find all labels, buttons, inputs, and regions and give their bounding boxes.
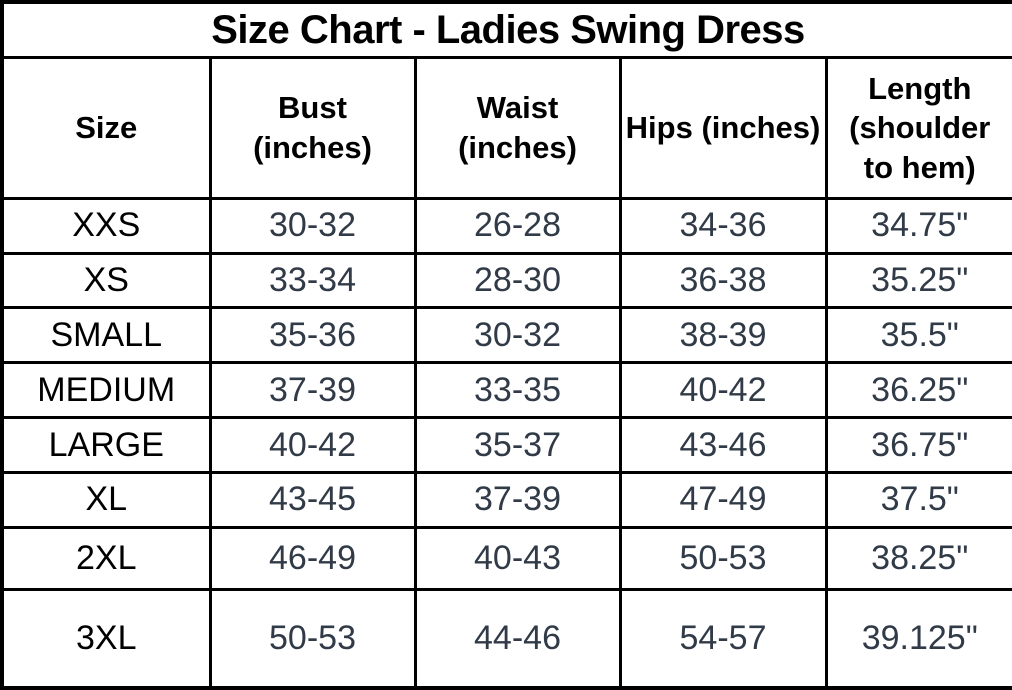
bust-cell: 30-32 (208, 196, 417, 255)
table-row-xl: XL 43-45 37-39 47-49 37.5" (0, 471, 1012, 529)
bust-cell: 40-42 (208, 416, 417, 474)
waist-cell: 26-28 (413, 196, 622, 255)
size-cell: XXS (0, 196, 212, 255)
size-cell: XL (0, 471, 212, 529)
hips-cell: 43-46 (618, 416, 828, 474)
waist-cell: 44-46 (413, 587, 622, 690)
hips-cell: 54-57 (618, 587, 828, 690)
table-row-2xl: 2XL 46-49 40-43 50-53 38.25" (0, 525, 1012, 591)
header-hips: Hips (inches) (618, 56, 828, 200)
length-cell: 39.125" (824, 587, 1012, 690)
bust-cell: 37-39 (208, 361, 417, 420)
header-length: Length (shoulder to hem) (824, 56, 1012, 200)
header-row: Size Bust (inches) Waist (inches) Hips (… (0, 56, 1012, 200)
table-row-xxs: XXS 30-32 26-28 34-36 34.75" (0, 196, 1012, 255)
hips-cell: 34-36 (618, 196, 828, 255)
waist-cell: 28-30 (413, 251, 622, 310)
header-waist: Waist (inches) (413, 56, 622, 200)
waist-cell: 37-39 (413, 471, 622, 529)
hips-cell: 50-53 (618, 525, 828, 591)
title-row: Size Chart - Ladies Swing Dress (0, 0, 1012, 60)
bust-cell: 43-45 (208, 471, 417, 529)
table-row-small: SMALL 35-36 30-32 38-39 35.5" (0, 306, 1012, 365)
bust-cell: 50-53 (208, 587, 417, 690)
table-row-medium: MEDIUM 37-39 33-35 40-42 36.25" (0, 361, 1012, 420)
hips-cell: 36-38 (618, 251, 828, 310)
size-cell: XS (0, 251, 212, 310)
bust-cell: 33-34 (208, 251, 417, 310)
header-bust: Bust (inches) (208, 56, 417, 200)
length-cell: 36.25" (824, 361, 1012, 420)
hips-cell: 38-39 (618, 306, 828, 365)
length-cell: 36.75" (824, 416, 1012, 474)
table-row-xs: XS 33-34 28-30 36-38 35.25" (0, 251, 1012, 310)
table-row-3xl: 3XL 50-53 44-46 54-57 39.125" (0, 587, 1012, 690)
size-cell: LARGE (0, 416, 212, 474)
length-cell: 35.25" (824, 251, 1012, 310)
bust-cell: 46-49 (208, 525, 417, 591)
hips-cell: 47-49 (618, 471, 828, 529)
length-cell: 35.5" (824, 306, 1012, 365)
size-cell: 2XL (0, 525, 212, 591)
size-cell: SMALL (0, 306, 212, 365)
length-cell: 34.75" (824, 196, 1012, 255)
size-cell: 3XL (0, 587, 212, 690)
table-row-large: LARGE 40-42 35-37 43-46 36.75" (0, 416, 1012, 474)
bust-cell: 35-36 (208, 306, 417, 365)
page-title: Size Chart - Ladies Swing Dress (0, 0, 1012, 60)
waist-cell: 30-32 (413, 306, 622, 365)
waist-cell: 33-35 (413, 361, 622, 420)
waist-cell: 40-43 (413, 525, 622, 591)
length-cell: 37.5" (824, 471, 1012, 529)
waist-cell: 35-37 (413, 416, 622, 474)
hips-cell: 40-42 (618, 361, 828, 420)
length-cell: 38.25" (824, 525, 1012, 591)
size-cell: MEDIUM (0, 361, 212, 420)
header-size: Size (0, 56, 212, 200)
